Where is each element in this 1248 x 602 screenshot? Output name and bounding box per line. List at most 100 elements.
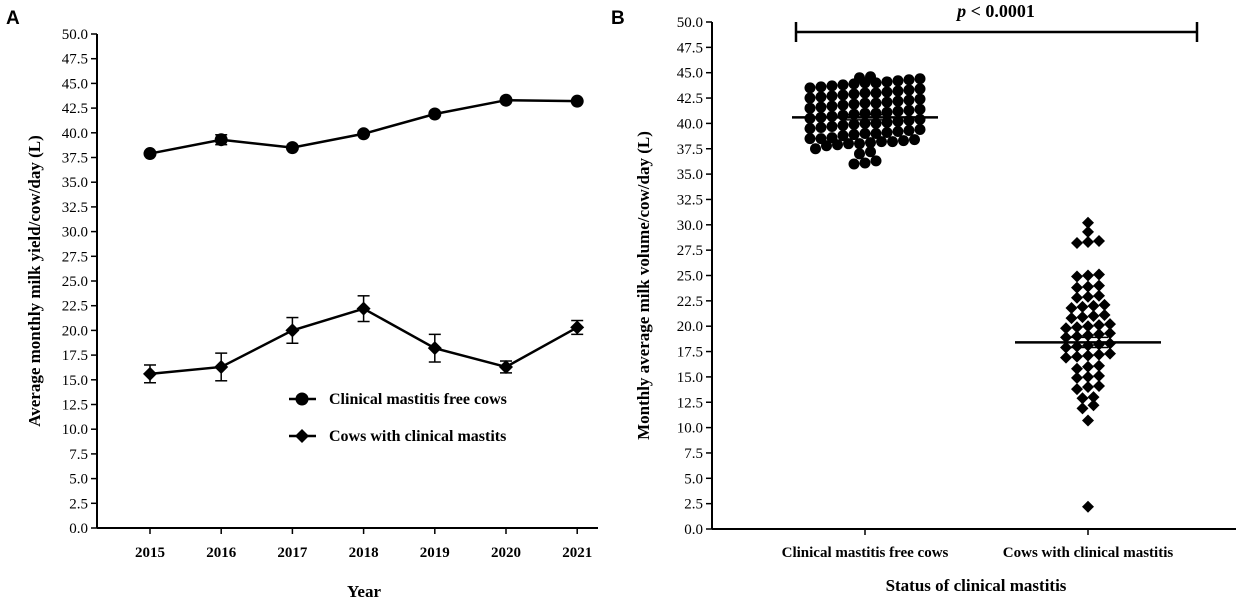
panel-b-point-diamond	[1071, 321, 1083, 334]
panel-b-y-tick-label: 0.0	[684, 522, 703, 538]
panel-a-legend-diamond	[295, 429, 309, 443]
panel-b-point-circle	[810, 143, 821, 155]
panel-b-y-tick-label: 17.5	[677, 345, 703, 361]
panel-b-point-circle	[892, 126, 904, 138]
panel-b-point-diamond	[1082, 290, 1094, 303]
panel-a-point-circle	[357, 127, 371, 141]
panel-a-y-tick-label: 25.0	[62, 274, 88, 290]
panel-b-point-circle	[848, 98, 860, 110]
panel-b-point-diamond	[1093, 289, 1105, 302]
panel-b-point-diamond	[1060, 322, 1072, 335]
panel-b-p-value-label: p < 0.0001	[955, 1, 1035, 21]
panel-b-point-circle	[859, 157, 871, 169]
panel-a-x-tick-label: 2017	[277, 545, 308, 561]
panel-b-y-tick-label: 45.0	[677, 66, 703, 82]
panel-b-point-circle	[859, 97, 871, 109]
panel-b-axes	[711, 22, 1236, 530]
panel-b-point-circle	[815, 91, 827, 103]
panel-a-chart: 0.0 2.5 5.0 7.5 10.0 12.5 15.0 17.5 20.0 22.5 25.0…	[25, 27, 598, 601]
panel-b-point-diamond	[1060, 331, 1072, 344]
panel-b-point-diamond	[1082, 216, 1094, 229]
panel-b-point-circle	[914, 93, 926, 105]
panel-b-point-diamond	[1093, 359, 1105, 372]
panel-b-point-circle	[804, 122, 816, 134]
panel-a-y-tick-label: 42.5	[62, 101, 88, 117]
panel-b-point-circle	[881, 76, 893, 88]
panel-b-y-tick-label: 50.0	[677, 15, 703, 31]
panel-a-x-tick-label: 2016	[206, 545, 237, 561]
panel-b-point-circle	[881, 127, 893, 139]
panel-b-point-diamond	[1071, 270, 1083, 283]
panel-b-point-diamond	[1093, 319, 1105, 332]
panel-b-point-diamond	[1082, 269, 1094, 282]
panel-b-point-circle	[892, 115, 904, 127]
panel-b-point-diamond	[1093, 369, 1105, 382]
panel-a-legend-label: Clinical mastitis free cows	[329, 391, 507, 408]
panel-a-point-diamond	[499, 359, 513, 374]
panel-b-point-diamond	[1060, 351, 1072, 364]
panel-b-point-diamond	[1082, 280, 1094, 293]
panel-a-series-line	[149, 98, 578, 155]
panel-b-point-diamond	[1065, 301, 1078, 314]
panel-a-x-tick-label: 2015	[135, 545, 165, 561]
panel-b-point-circle	[914, 123, 926, 135]
panel-b-x-tick-label: Clinical mastitis free cows	[782, 545, 949, 561]
panel-b-point-circle	[914, 113, 926, 125]
panel-b-point-circle	[804, 92, 816, 104]
panel-b-y-tick-label: 47.5	[677, 40, 703, 56]
panel-b-point-circle	[848, 129, 860, 141]
panel-a-y-tick-label: 37.5	[62, 151, 88, 167]
panel-b-point-diamond	[1082, 320, 1094, 333]
panel-b-point-circle	[887, 136, 898, 148]
panel-b-point-circle	[870, 87, 882, 99]
panel-b-point-diamond	[1071, 330, 1083, 343]
panel-b-point-circle	[865, 146, 876, 158]
panel-b-point-circle	[876, 136, 887, 148]
panel-b-y-axis-label: Monthly average milk volume/cow/day (L)	[634, 131, 653, 440]
panel-a-series	[143, 93, 585, 384]
panel-b-point-circle	[848, 158, 860, 170]
panel-b-point-circle	[870, 97, 882, 109]
panel-b-point-circle	[903, 84, 915, 96]
panel-b-y-tick-label: 22.5	[677, 294, 703, 310]
panel-a-y-tick-label: 35.0	[62, 175, 88, 191]
panel-b-point-circle	[914, 103, 926, 115]
panel-b-point-diamond	[1093, 268, 1105, 281]
panel-a-x-axis-label: Year	[347, 582, 381, 601]
panel-b-point-circle	[865, 137, 876, 149]
panel-a-y-tick-label: 12.5	[62, 398, 88, 414]
panel-b-point-circle	[898, 135, 909, 147]
panel-b-point-circle	[870, 107, 882, 119]
panel-b-y-tick-label: 7.5	[684, 446, 703, 462]
panel-b-point-circle	[815, 81, 827, 93]
panel-a-point-circle	[214, 133, 228, 147]
panel-b-point-circle	[870, 128, 882, 140]
panel-b-point-diamond	[1082, 225, 1094, 238]
panel-b-point-diamond	[1082, 381, 1094, 394]
panel-b-point-diamond	[1093, 279, 1105, 292]
panel-a-legend-label: Cows with clinical mastits	[329, 428, 506, 445]
panel-b-point-circle	[826, 132, 838, 144]
panel-a-x-ticks: 2015 2016 2017 2018 2019 2020 2021	[135, 528, 592, 561]
panel-b-point-diamond	[1082, 500, 1094, 513]
panel-b-point-diamond	[1104, 318, 1116, 331]
panel-b-point-circle	[837, 99, 849, 111]
panel-b-point-circle	[804, 82, 816, 94]
panel-a-y-tick-label: 20.0	[62, 323, 88, 339]
panel-a-point-diamond	[427, 341, 442, 356]
panel-a-y-tick-label: 7.5	[69, 447, 88, 463]
panel-b-point-circle	[848, 88, 860, 100]
panel-a-y-tick-label: 32.5	[62, 200, 88, 216]
panel-b-point-diamond	[1071, 362, 1083, 375]
panel-a-x-tick-label: 2018	[349, 545, 379, 561]
panel-b-point-diamond	[1093, 235, 1105, 248]
panel-a-y-tick-label: 27.5	[62, 249, 88, 265]
panel-b-means	[792, 114, 1161, 349]
panel-b-y-tick-label: 2.5	[684, 497, 703, 513]
panel-a-point-circle	[285, 141, 299, 155]
panel-b-point-diamond	[1060, 341, 1072, 354]
panel-a-y-tick-label: 17.5	[62, 348, 88, 364]
panel-b-point-diamond	[1071, 237, 1083, 250]
panel-b-point-circle	[815, 133, 827, 145]
panel-b-point-circle	[804, 133, 816, 145]
